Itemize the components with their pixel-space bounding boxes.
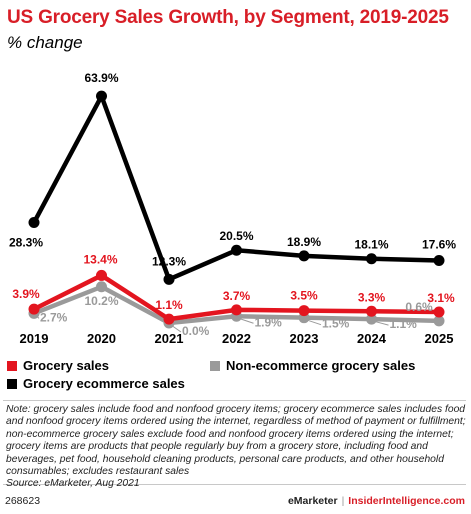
- x-tick-label-2023: 2023: [290, 331, 319, 346]
- data-label-nonecom-2019: 2.7%: [40, 310, 68, 324]
- data-point-grocery-2023: [298, 305, 310, 317]
- data-label-ecom-2025: 17.6%: [422, 238, 456, 252]
- x-tick-label-2021: 2021: [155, 331, 184, 346]
- legend-item-non-ecommerce: Non-ecommerce grocery sales: [210, 358, 415, 373]
- data-point-ecom-2019: [28, 217, 40, 229]
- legend-label-grocery-sales: Grocery sales: [23, 358, 110, 373]
- data-label-grocery-2021: 1.1%: [155, 298, 183, 312]
- chart-note: Note: grocery sales include food and non…: [6, 404, 466, 491]
- note-text: Note: grocery sales include food and non…: [6, 404, 466, 478]
- x-tick-label-2024: 2024: [357, 331, 387, 346]
- data-label-nonecom-2020: 10.2%: [84, 294, 118, 308]
- chart-subtitle: % change: [7, 33, 83, 52]
- data-point-ecom-2021: [163, 273, 175, 285]
- notes-panel: Note: grocery sales include food and non…: [3, 400, 466, 489]
- x-tick-label-2019: 2019: [20, 331, 49, 346]
- data-label-nonecom-2024: 1.1%: [390, 317, 418, 331]
- data-point-grocery-2025: [433, 306, 445, 318]
- data-label-grocery-2019: 3.9%: [12, 287, 40, 301]
- chart-id: 268623: [5, 495, 41, 507]
- data-label-ecom-2020: 63.9%: [84, 71, 118, 85]
- data-point-grocery-2019: [28, 303, 40, 315]
- legend-swatch-non-ecommerce: [210, 361, 220, 371]
- data-label-nonecom-2022: 1.9%: [255, 315, 283, 329]
- data-label-ecom-2022: 20.5%: [219, 229, 253, 243]
- data-label-grocery-2023: 3.5%: [290, 289, 318, 303]
- data-point-grocery-2024: [366, 305, 377, 317]
- brand-separator: |: [341, 495, 345, 507]
- x-tick-label-2022: 2022: [222, 331, 251, 346]
- data-label-ecom-2024: 18.1%: [354, 238, 388, 252]
- data-point-grocery-2020: [96, 269, 107, 281]
- data-point-ecom-2023: [298, 250, 310, 262]
- data-point-grocery-2021: [163, 313, 175, 325]
- data-label-grocery-2022: 3.7%: [223, 289, 251, 303]
- label-connector-nonecom-2023: [305, 319, 322, 326]
- legend-label-grocery-ecommerce: Grocery ecommerce sales: [23, 376, 185, 391]
- legend-swatch-grocery-ecommerce: [7, 379, 17, 389]
- line-chart: 2.7% 10.2% 0.0% 1.9% 1.5% 1.1% 0.6% 3.9% 13.4% 1.…: [9, 71, 456, 346]
- data-label-grocery-2020: 13.4%: [83, 252, 117, 266]
- data-label-nonecom-2025: 0.6%: [405, 300, 433, 314]
- data-point-nonecom-2024: [366, 313, 377, 325]
- chart-title: US Grocery Sales Growth, by Segment, 201…: [7, 7, 449, 28]
- legend-swatch-grocery-sales: [7, 361, 17, 371]
- footer-brand: eMarketer | InsiderIntelligence.com: [288, 495, 465, 507]
- brand-name: eMarketer: [287, 495, 338, 507]
- brand-site: InsiderIntelligence.com: [348, 495, 465, 507]
- data-label-ecom-2023: 18.9%: [287, 235, 321, 249]
- x-tick-label-2025: 2025: [425, 331, 454, 346]
- data-point-ecom-2024: [366, 253, 377, 265]
- data-label-nonecom-2021: 0.0%: [182, 324, 210, 338]
- data-point-nonecom-2025: [433, 315, 445, 327]
- data-point-nonecom-2020: [96, 281, 107, 293]
- data-label-ecom-2019: 28.3%: [9, 236, 43, 250]
- label-connector-nonecom-2021: [170, 324, 182, 333]
- legend-item-grocery-sales: Grocery sales: [7, 358, 109, 373]
- data-label-ecom-2021: 12.3%: [152, 254, 186, 268]
- data-point-grocery-2022: [231, 304, 242, 316]
- data-label-grocery-2024: 3.3%: [358, 290, 386, 304]
- legend-item-grocery-ecommerce: Grocery ecommerce sales: [7, 376, 185, 391]
- label-connector-nonecom-2019: [35, 315, 40, 319]
- source-text: Source: eMarketer, Aug 2021: [6, 478, 140, 490]
- data-point-ecom-2020: [96, 90, 107, 102]
- data-point-ecom-2022: [231, 244, 242, 256]
- label-connector-nonecom-2024: [373, 320, 389, 326]
- data-point-ecom-2025: [433, 255, 445, 267]
- data-label-nonecom-2023: 1.5%: [322, 317, 350, 331]
- data-label-grocery-2025: 3.1%: [427, 291, 455, 305]
- label-connector-nonecom-2022: [238, 317, 254, 324]
- x-tick-label-2020: 2020: [87, 331, 116, 346]
- legend-label-non-ecommerce: Non-ecommerce grocery sales: [226, 358, 416, 373]
